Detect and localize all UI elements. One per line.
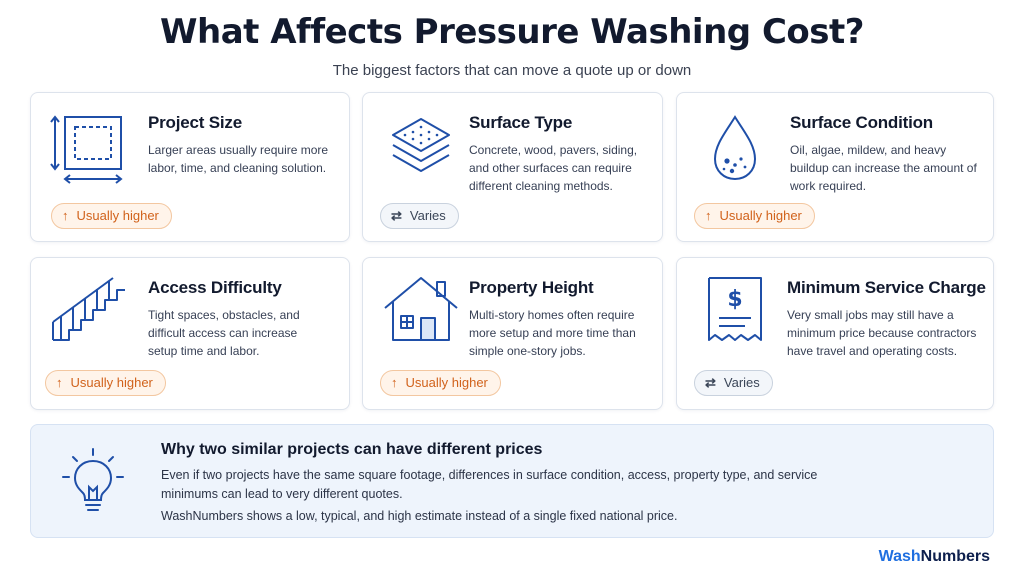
card-title: Surface Type: [469, 113, 573, 132]
info-title: Why two similar projects can have differ…: [161, 441, 543, 458]
stacked-layers-icon: [392, 118, 450, 172]
arrow-up-icon: ↑: [391, 375, 398, 390]
card-title: Project Size: [148, 113, 242, 132]
page-title: What Affects Pressure Washing Cost?: [159, 12, 865, 52]
page-subtitle: The biggest factors that can move a quot…: [332, 62, 692, 79]
arrow-up-icon: ↑: [56, 375, 63, 390]
card-minimum-service-charge: $ Minimum Service Charge Very small jobs…: [676, 257, 994, 410]
card-project-size: Project Size Larger areas usually requir…: [30, 92, 350, 242]
card-description: Very small jobs may still have a minimum…: [787, 308, 977, 358]
info-panel: Why two similar projects can have differ…: [30, 424, 994, 538]
card-title: Access Difficulty: [148, 278, 282, 297]
receipt-dollar-icon: $: [708, 277, 762, 341]
svg-text:$: $: [727, 287, 742, 312]
card-property-height: Property Height Multi-story homes often …: [362, 257, 663, 410]
brand-logo: WashNumbers: [879, 548, 990, 566]
dimensions-square-icon: [50, 115, 123, 184]
card-description: Multi-story homes often require more set…: [469, 308, 636, 358]
brand-part-1: Wash: [878, 548, 921, 565]
badge-varies: ⇄ Varies: [380, 203, 459, 229]
badge-usually-higher: ↑ Usually higher: [45, 370, 166, 396]
card-surface-condition: Surface Condition Oil, algae, mildew, an…: [676, 92, 994, 242]
badge-usually-higher: ↑ Usually higher: [380, 370, 501, 396]
house-icon: [384, 277, 458, 341]
card-description: Tight spaces, obstacles, and difficult a…: [148, 308, 300, 358]
card-title: Surface Condition: [790, 113, 933, 132]
badge-label: Usually higher: [76, 208, 159, 223]
card-description: Larger areas usually require more labor,…: [148, 143, 329, 175]
badge-label: Varies: [723, 375, 760, 390]
badge-varies: ⇄ Varies: [694, 370, 773, 396]
swap-arrows-icon: ⇄: [705, 375, 716, 390]
badge-usually-higher: ↑ Usually higher: [51, 203, 172, 229]
lightbulb-icon: [62, 448, 124, 511]
badge-label: Usually higher: [719, 208, 802, 223]
swap-arrows-icon: ⇄: [391, 208, 402, 223]
card-description: Oil, algae, mildew, and heavy buildup ca…: [790, 143, 977, 193]
badge-usually-higher: ↑ Usually higher: [694, 203, 815, 229]
stairs-icon: [52, 277, 125, 341]
badge-label: Varies: [409, 208, 446, 223]
card-title: Property Height: [469, 278, 594, 297]
badge-label: Usually higher: [70, 375, 153, 390]
arrow-up-icon: ↑: [705, 208, 712, 223]
card-surface-type: Surface Type Concrete, wood, pavers, sid…: [362, 92, 663, 242]
badge-label: Usually higher: [405, 375, 488, 390]
info-body: Even if two projects have the same squar…: [161, 468, 818, 501]
card-title: Minimum Service Charge: [787, 278, 986, 297]
brand-part-2: Numbers: [920, 548, 990, 565]
arrow-up-icon: ↑: [62, 208, 69, 223]
card-access-difficulty: Access Difficulty Tight spaces, obstacle…: [30, 257, 350, 410]
info-note: WashNumbers shows a low, typical, and hi…: [161, 509, 678, 523]
card-description: Concrete, wood, pavers, siding, and othe…: [469, 143, 638, 193]
water-drop-icon: [713, 115, 757, 181]
